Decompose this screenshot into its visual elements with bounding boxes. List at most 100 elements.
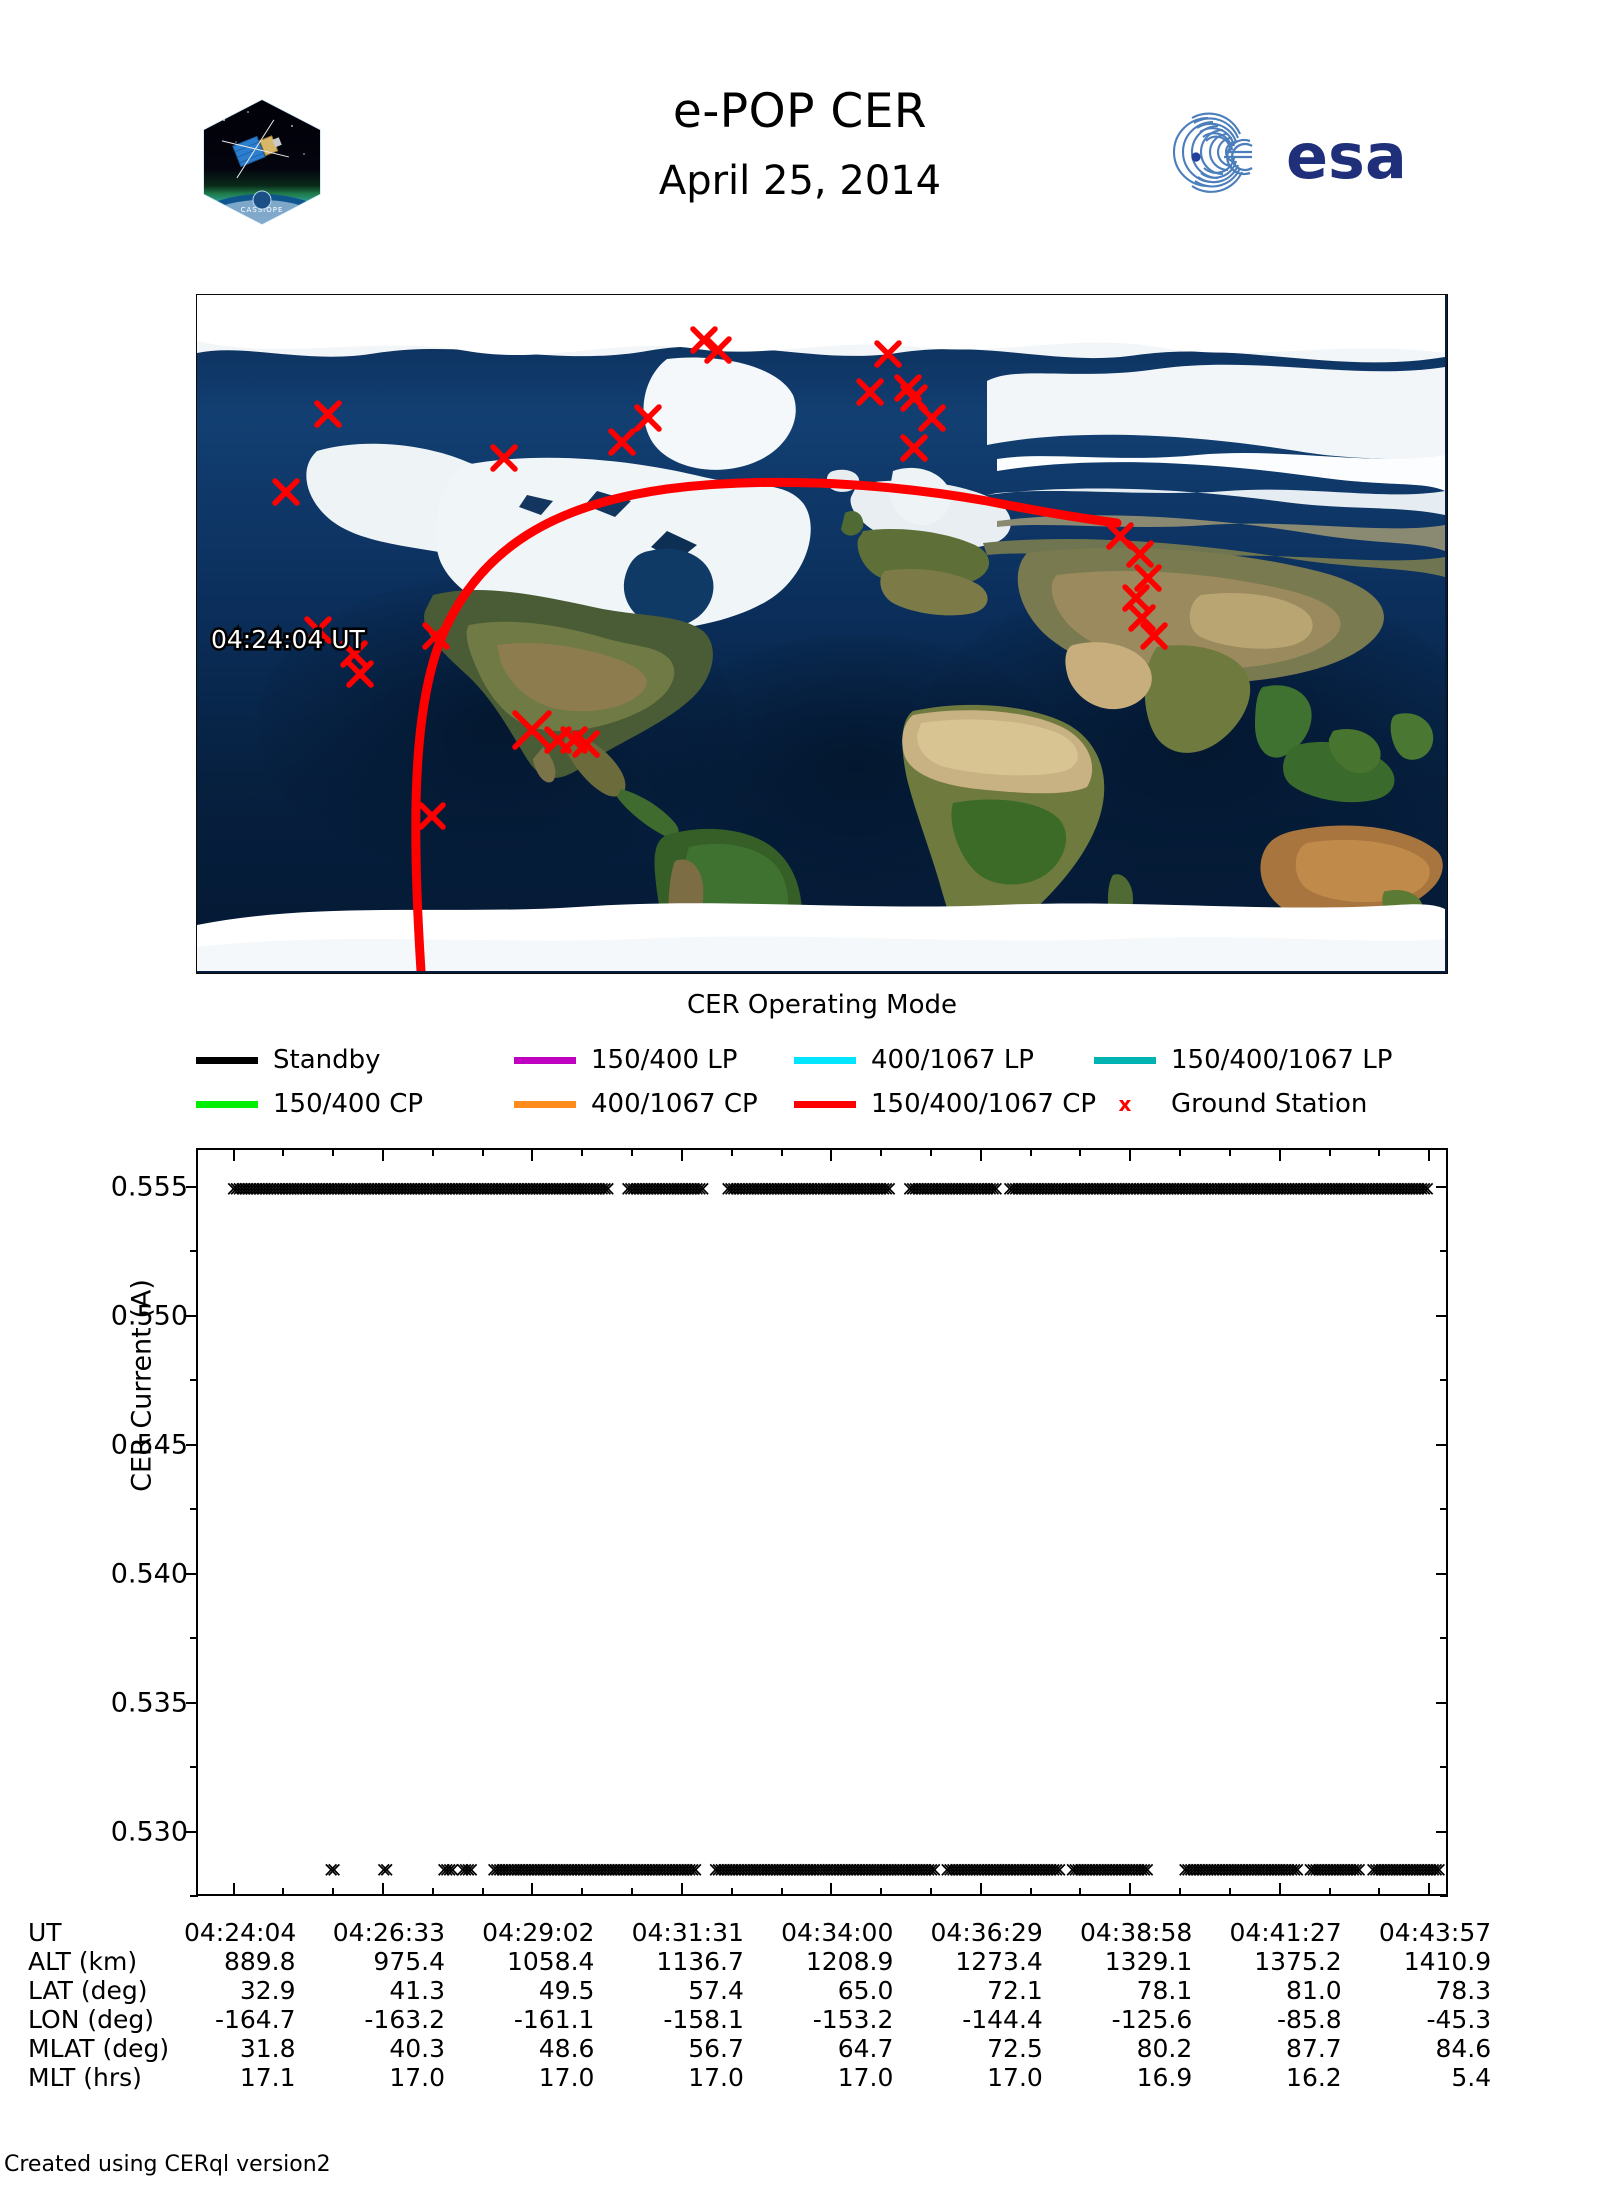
data-point-marker: ×: [1213, 1857, 1232, 1882]
data-point-marker: ×: [462, 1857, 481, 1882]
data-point-marker: ×: [1236, 1857, 1255, 1882]
data-point-marker: ×: [790, 1857, 808, 1882]
data-point-marker: ×: [825, 1176, 844, 1201]
legend-item-400-1067-cp[interactable]: 400/1067 CP: [514, 1089, 794, 1119]
legend-item-400-1067-lp[interactable]: 400/1067 LP: [794, 1045, 1094, 1075]
x-axis-minor-tick: [1029, 1888, 1032, 1896]
data-point-marker: ×: [640, 1857, 659, 1882]
data-point-marker: ×: [882, 1857, 901, 1882]
data-point-marker: ×: [551, 1857, 570, 1882]
data-point-marker: ×: [941, 1857, 959, 1882]
legend-item-150-400-1067-cp[interactable]: 150/400/1067 CP: [794, 1089, 1096, 1119]
data-point-marker: ×: [542, 1857, 561, 1882]
data-point-marker: ×: [788, 1176, 807, 1201]
y-axis-minor-tick: [1440, 1443, 1448, 1446]
data-point-marker: ×: [342, 1176, 361, 1201]
data-point-marker: ×: [1336, 1857, 1354, 1882]
data-point-marker: ×: [1323, 1176, 1342, 1201]
table-cell: 04:31:31: [631, 1918, 744, 1947]
data-point-marker: ×: [1268, 1176, 1287, 1201]
x-axis-tick: [680, 1148, 683, 1161]
data-point-marker: ×: [1283, 1176, 1301, 1201]
ground-station-markers: [272, 326, 1168, 830]
footer-credit: Created using CERql version2: [4, 2152, 331, 2177]
y-axis-minor-tick: [1440, 1637, 1448, 1640]
data-point-marker: ×: [1024, 1176, 1042, 1201]
data-point-marker: ×: [967, 1176, 985, 1201]
data-point-marker: ×: [813, 1857, 831, 1882]
data-point-marker: ×: [1260, 1176, 1278, 1201]
data-point-marker: ×: [1262, 1857, 1281, 1882]
data-point-marker: ×: [1344, 1857, 1363, 1882]
data-point-marker: ×: [1184, 1857, 1203, 1882]
data-point-marker: ×: [745, 1176, 763, 1201]
data-point-marker: ×: [969, 1176, 988, 1201]
data-point-marker: ×: [1352, 1176, 1370, 1201]
data-point-marker: ×: [941, 1176, 959, 1201]
data-point-marker: ×: [475, 1176, 493, 1201]
data-point-marker: ×: [1216, 1176, 1235, 1201]
satellite-ground-track: [411, 477, 1122, 971]
data-point-marker: ×: [504, 1176, 522, 1201]
legend-item-ground-station[interactable]: x Ground Station: [1094, 1089, 1368, 1119]
data-point-marker: ×: [1067, 1176, 1085, 1201]
data-point-marker: ×: [1398, 1857, 1417, 1882]
data-point-marker: ×: [726, 1857, 745, 1882]
legend-item-150-400-cp[interactable]: 150/400 CP: [196, 1089, 514, 1119]
data-point-marker: ×: [606, 1857, 624, 1882]
data-point-marker: ×: [1098, 1857, 1116, 1882]
data-point-marker: ×: [851, 1176, 870, 1201]
data-point-marker: ×: [770, 1857, 788, 1882]
data-point-marker: ×: [656, 1176, 675, 1201]
data-point-marker: ×: [1075, 1176, 1094, 1201]
data-point-marker: ×: [305, 1176, 323, 1201]
data-point-marker: ×: [865, 1857, 883, 1882]
data-point-marker: ×: [645, 1176, 663, 1201]
data-point-marker: ×: [619, 1176, 637, 1201]
data-point-marker: ×: [469, 1176, 488, 1201]
data-point-marker: ×: [1366, 1176, 1385, 1201]
data-point-marker: ×: [807, 1857, 826, 1882]
data-point-marker: ×: [755, 1857, 774, 1882]
data-point-marker: ×: [1106, 1857, 1125, 1882]
x-axis-tick: [1129, 1148, 1132, 1161]
data-point-marker: ×: [834, 1176, 853, 1201]
data-point-marker: ×: [578, 1176, 597, 1201]
data-point-marker: ×: [529, 1176, 548, 1201]
data-point-marker: ×: [1228, 1857, 1246, 1882]
data-point-marker: ×: [463, 1176, 482, 1201]
data-point-marker: ×: [388, 1176, 407, 1201]
legend-swatch-standby: [196, 1056, 258, 1064]
legend-item-150-400-1067-lp[interactable]: 150/400/1067 LP: [1094, 1045, 1392, 1075]
page-subtitle-date: April 25, 2014: [658, 158, 942, 204]
data-point-marker: ×: [900, 1176, 919, 1201]
data-point-marker: ×: [836, 1857, 854, 1882]
legend-item-150-400-lp[interactable]: 150/400 LP: [514, 1045, 794, 1075]
legend-row-1: Standby 150/400 LP 400/1067 LP 150/400/1…: [196, 1038, 1448, 1082]
data-point-marker: ×: [538, 1176, 557, 1201]
data-point-marker: ×: [626, 1857, 644, 1882]
data-point-marker: ×: [808, 1176, 827, 1201]
data-point-marker: ×: [1280, 1176, 1298, 1201]
data-point-marker: ×: [1324, 1857, 1343, 1882]
data-point-marker: ×: [1035, 1176, 1054, 1201]
data-point-marker: ×: [827, 1857, 846, 1882]
data-point-marker: ×: [1347, 1857, 1366, 1882]
table-cell: 1273.4: [955, 1947, 1043, 1976]
data-point-marker: ×: [472, 1176, 491, 1201]
data-point-marker: ×: [1044, 1857, 1063, 1882]
data-point-marker: ×: [377, 1176, 395, 1201]
data-point-marker: ×: [718, 1857, 736, 1882]
legend-item-standby[interactable]: Standby: [196, 1045, 514, 1075]
data-point-marker: ×: [256, 1176, 275, 1201]
x-axis-tick: [232, 1883, 235, 1896]
table-cell: 48.6: [538, 2034, 595, 2063]
data-point-marker: ×: [1427, 1857, 1446, 1882]
data-point-marker: ×: [1050, 1857, 1069, 1882]
data-point-marker: ×: [879, 1857, 898, 1882]
data-point-marker: ×: [958, 1857, 977, 1882]
data-point-marker: ×: [1129, 1857, 1148, 1882]
legend-label-150-400-lp: 150/400 LP: [591, 1045, 738, 1075]
data-point-marker: ×: [629, 1857, 647, 1882]
data-point-marker: ×: [1087, 1176, 1105, 1201]
